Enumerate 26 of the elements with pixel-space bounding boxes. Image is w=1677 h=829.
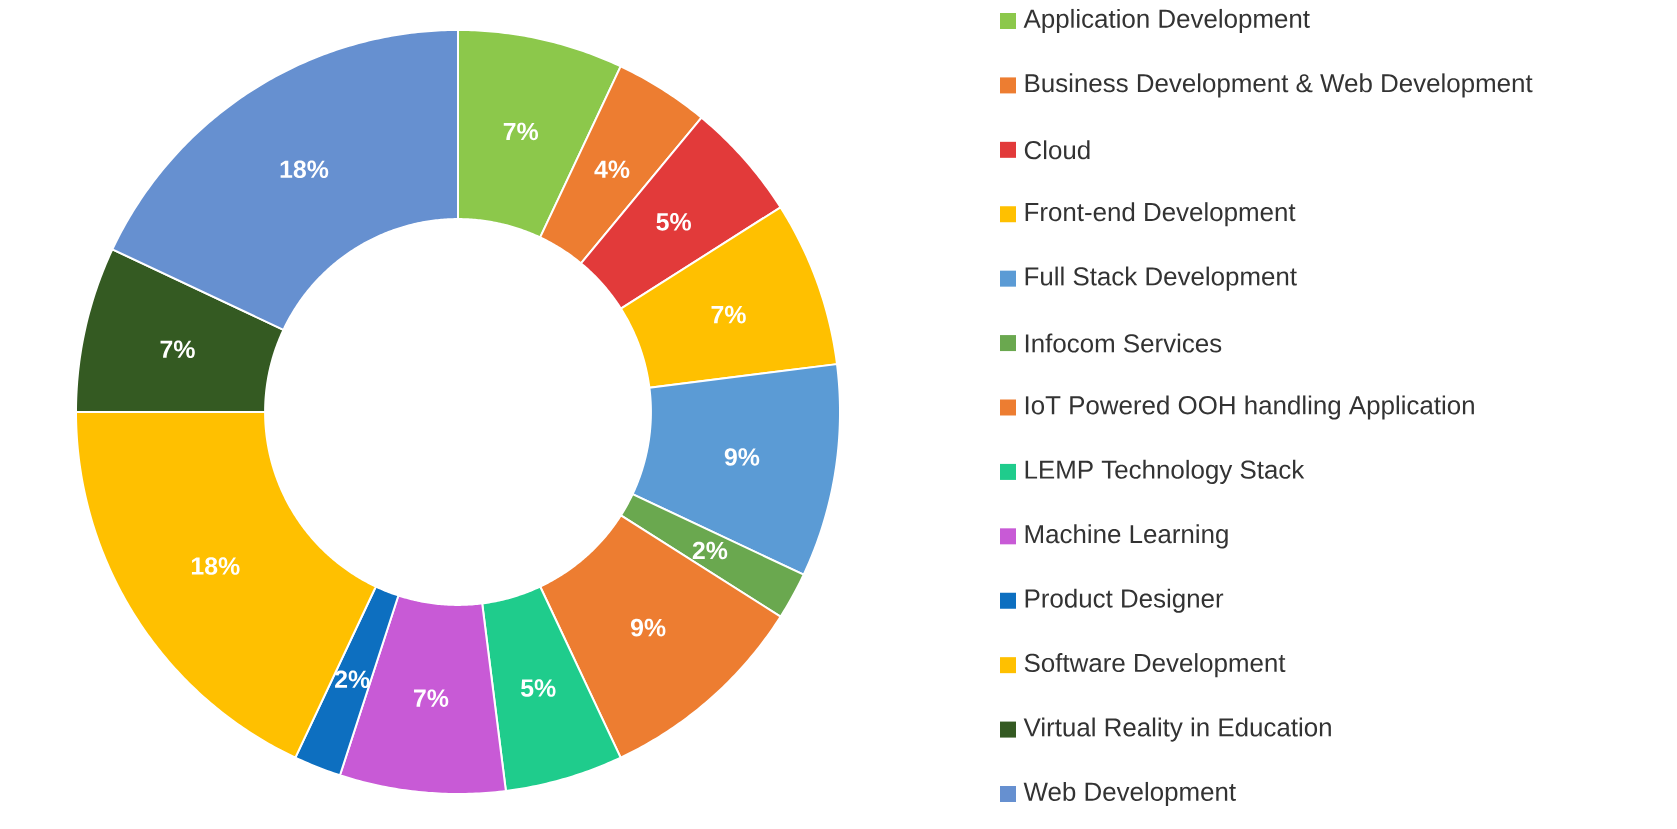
legend-label: Full Stack Development bbox=[1025, 266, 1297, 291]
data-label: 18% bbox=[280, 160, 329, 179]
legend-label: Product Designer bbox=[1025, 588, 1224, 613]
data-label: 7% bbox=[414, 689, 449, 707]
data-label: 9% bbox=[724, 448, 760, 466]
legend-label: Application Development bbox=[1023, 8, 1310, 34]
data-label: 5% bbox=[520, 679, 556, 697]
legend-label: Virtual Reality in Education bbox=[1023, 717, 1331, 742]
data-label: 2% bbox=[692, 541, 728, 560]
data-label: 7% bbox=[503, 122, 539, 141]
data-label: 2% bbox=[335, 670, 370, 689]
legend-label: Business Development & Web Development bbox=[1025, 73, 1533, 98]
data-label: 7% bbox=[160, 340, 195, 359]
data-label: 4% bbox=[594, 160, 630, 179]
legend-label: Cloud bbox=[1024, 140, 1090, 160]
legend-label: Infocom Services bbox=[1025, 333, 1222, 353]
legend-label: Machine Learning bbox=[1025, 524, 1228, 549]
data-label: 7% bbox=[711, 305, 746, 324]
legend-label: Front-end Development bbox=[1025, 202, 1296, 227]
legend-label: IoT Powered OOH handling Application bbox=[1025, 395, 1474, 420]
legend-label: LEMP Technology Stack bbox=[1025, 459, 1305, 484]
data-label: 9% bbox=[630, 618, 666, 637]
legend-label: Web Development bbox=[1023, 781, 1236, 807]
data-label: 5% bbox=[656, 213, 691, 231]
data-label: 18% bbox=[191, 557, 240, 575]
legend-label: Software Development bbox=[1024, 653, 1286, 678]
